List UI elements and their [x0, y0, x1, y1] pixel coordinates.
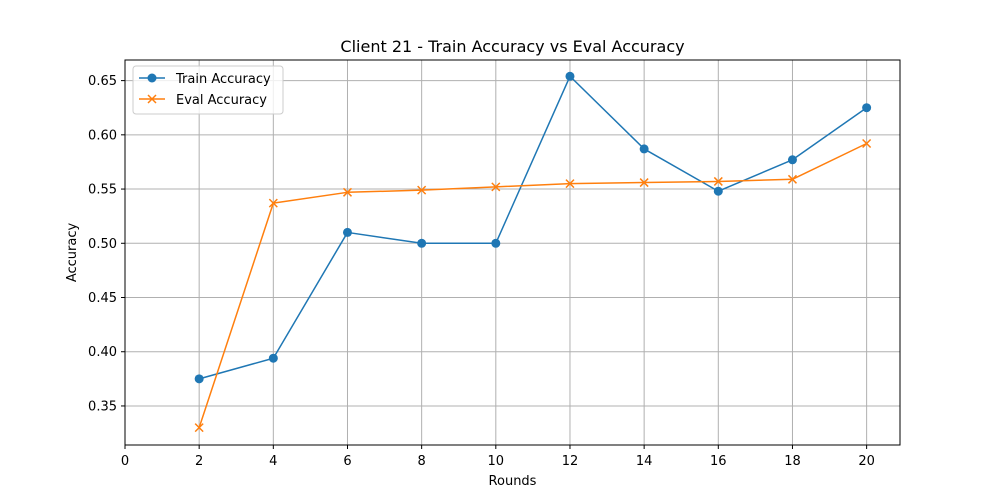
- data-point: [417, 238, 427, 248]
- x-tick-label: 14: [636, 454, 653, 469]
- data-point: [565, 179, 575, 189]
- series-1: [194, 138, 872, 433]
- grid: [124, 60, 900, 445]
- y-tick-label: 0.40: [88, 345, 117, 360]
- series-line: [198, 75, 868, 380]
- x-tick-label: 10: [488, 454, 505, 469]
- x-tick-label: 0: [121, 454, 129, 469]
- data-point: [417, 185, 427, 195]
- data-point: [787, 174, 797, 184]
- data-point: [491, 238, 501, 248]
- data-point: [713, 186, 723, 196]
- data-point: [565, 71, 575, 81]
- data-point: [639, 144, 649, 154]
- x-axis-label: Rounds: [489, 474, 537, 489]
- data-point: [713, 176, 723, 186]
- data-point: [194, 374, 204, 384]
- x-tick-label: 6: [343, 454, 351, 469]
- series-layer: [194, 71, 872, 433]
- data-point: [491, 182, 501, 192]
- data-point: [787, 155, 797, 165]
- y-tick-label: 0.35: [88, 399, 117, 414]
- data-point: [862, 138, 872, 149]
- y-axis-label: Accuracy: [65, 223, 80, 283]
- x-tick-label: 18: [784, 454, 801, 469]
- x-axis: 0 2 4 6 8 10 12 14 16 18 20: [121, 445, 875, 469]
- data-point: [639, 178, 649, 188]
- legend-eval-marker: [147, 94, 157, 104]
- series-line: [198, 142, 867, 428]
- x-tick-label: 20: [858, 454, 875, 469]
- plot-frame: [124, 59, 901, 446]
- data-point: [862, 103, 872, 113]
- y-axis: 0.35 0.40 0.45 0.50 0.55 0.60 0.65: [88, 74, 125, 414]
- y-tick-label: 0.45: [88, 291, 117, 306]
- legend-box: [132, 65, 284, 115]
- data-point: [268, 353, 278, 363]
- y-tick-label: 0.55: [88, 183, 117, 198]
- data-point: [342, 187, 353, 197]
- legend-train-marker: [147, 73, 157, 83]
- chart-title: Client 21 - Train Accuracy vs Eval Accur…: [340, 37, 684, 56]
- y-tick-label: 0.50: [88, 237, 117, 252]
- x-tick-label: 16: [710, 454, 727, 469]
- x-tick-label: 12: [562, 454, 579, 469]
- y-tick-label: 0.60: [88, 128, 117, 143]
- legend: Train Accuracy Eval Accuracy: [132, 65, 284, 115]
- x-tick-label: 8: [418, 454, 426, 469]
- x-tick-label: 4: [269, 454, 277, 469]
- data-point: [194, 423, 204, 433]
- data-point: [342, 227, 352, 237]
- legend-eval-label: Eval Accuracy: [176, 93, 267, 108]
- x-tick-label: 2: [195, 454, 203, 469]
- series-0: [194, 71, 872, 384]
- data-point: [268, 198, 278, 208]
- legend-train-label: Train Accuracy: [175, 72, 271, 87]
- y-tick-label: 0.65: [88, 74, 117, 89]
